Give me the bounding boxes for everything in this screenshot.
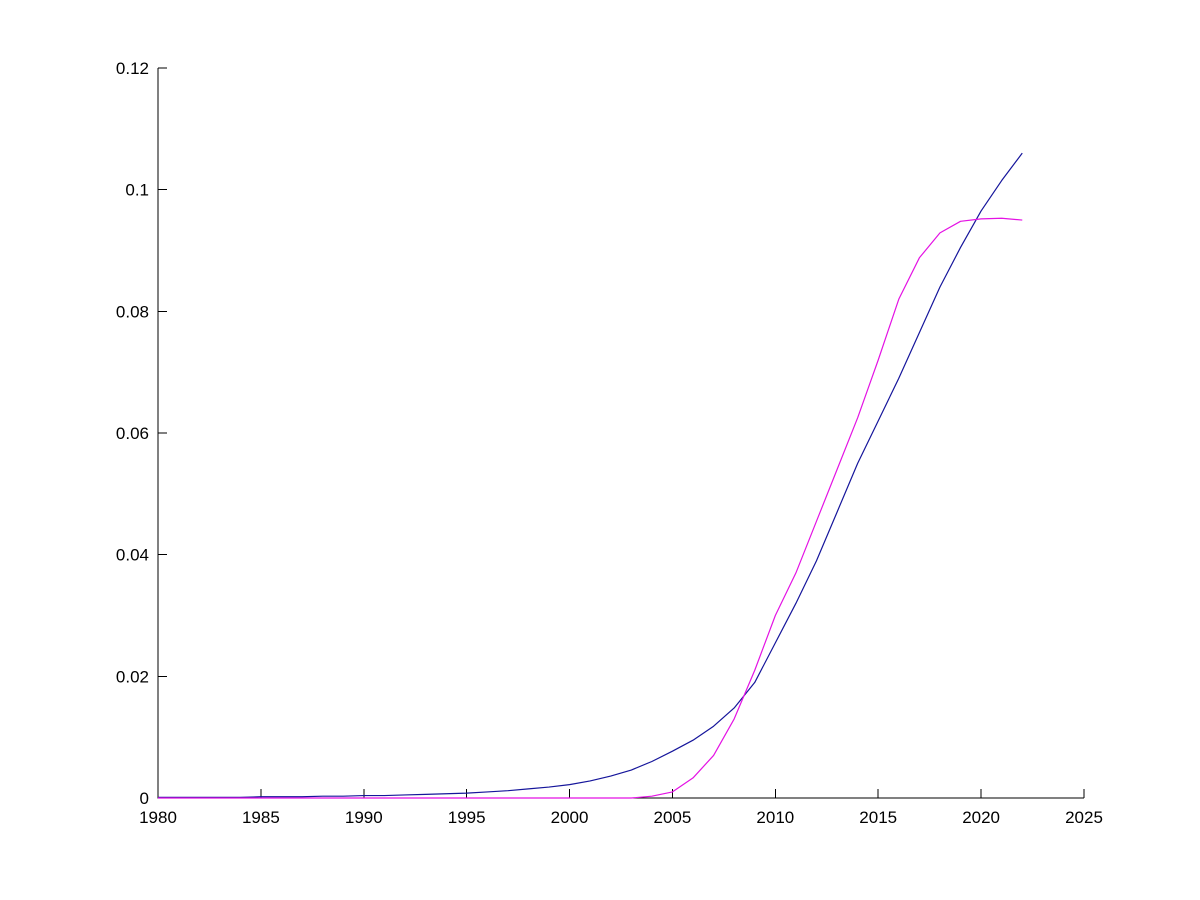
series-lines [158,152,1023,799]
x-tick-label: 2020 [962,808,1000,827]
x-tick-label: 1985 [242,808,280,827]
x-tick-label: 1995 [448,808,486,827]
y-tick-label: 0 [140,789,149,808]
y-tick-label: 0.06 [116,424,149,443]
y-tick-label: 0.02 [116,667,149,686]
x-tick-label: 2000 [551,808,589,827]
x-tick-label: 2015 [859,808,897,827]
tick-labels: 1980 1985 1990 1995 2000 2005 2010 2015 2020 2025… [116,59,1103,827]
y-tick-label: 0.04 [116,546,149,565]
y-tick-label: 0.1 [125,181,149,200]
axes [157,67,1085,799]
y-tick-label: 0.12 [116,59,149,78]
x-tick-label: 1980 [139,808,177,827]
axis-lines [157,68,1084,799]
x-tick-label: 2025 [1065,808,1103,827]
series-line-smooth-sigmoid-series [158,152,1023,798]
series-line-late-start-plateau-series [158,217,1023,799]
x-tick-label: 1990 [345,808,383,827]
x-tick-label: 2005 [654,808,692,827]
y-tick-label: 0.08 [116,302,149,321]
x-tick-label: 2010 [756,808,794,827]
